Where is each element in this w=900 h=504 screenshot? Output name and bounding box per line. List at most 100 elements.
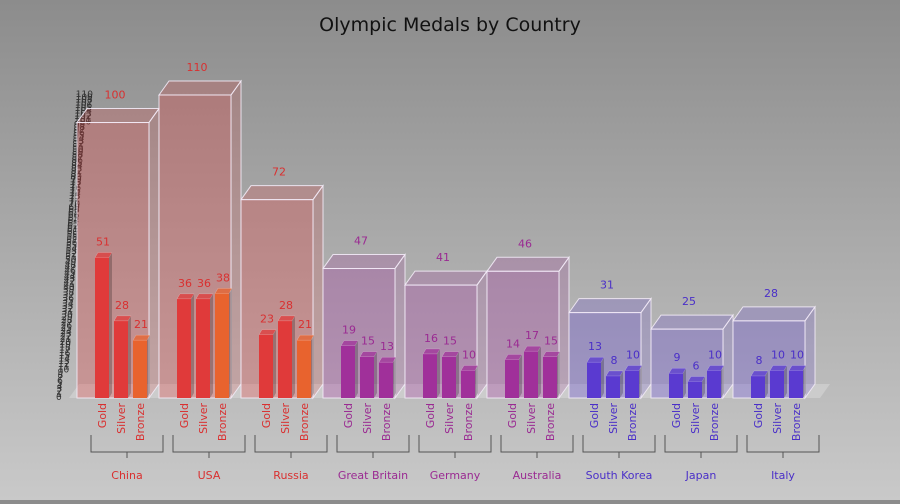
medal-bar [668,367,687,398]
medal-value-label: 23 [260,313,274,326]
total-label: 25 [682,295,696,308]
medal-category-label: Bronze [134,403,147,441]
y-tick-label: 28 [61,316,73,326]
medal-category-label: Bronze [298,403,311,441]
medal-category-label: Gold [506,403,519,428]
total-box-side [230,79,242,400]
medal-bar [706,365,725,398]
total-box-side [148,106,160,400]
group-bracket [172,435,246,458]
y-tick-label: 53 [66,247,77,257]
medal-value-label: 9 [674,351,681,364]
medal-bar-front [751,375,765,398]
medal-category-label: Silver [689,403,702,434]
medal-bar [422,348,441,398]
medal-bar-front [505,359,519,398]
group-bracket [500,435,574,458]
medal-bar [504,354,523,398]
y-tick-label: 55 [66,242,77,252]
country-label: Germany [430,469,481,482]
medal-bar-front [133,340,147,398]
y-tick-label: 99 [74,120,86,130]
y-tick-label: 14 [59,354,71,364]
medal-value-label: 14 [506,337,520,350]
y-tick-label: 20 [60,338,72,348]
y-tick-label: 40 [63,283,75,293]
total-label: 110 [187,61,208,74]
medal-bar-top [441,351,460,357]
medal-bar-top [542,351,561,357]
medal-bar-side [557,351,560,398]
medal-bar-front [669,373,683,398]
y-tick-label: 47 [64,264,75,274]
total-label: 41 [436,251,450,264]
medal-bar [195,293,214,398]
y-tick-label: 65 [68,214,79,224]
medal-bar-front [114,320,128,398]
medal-bar-side [702,376,705,398]
y-tick-label: 56 [66,239,78,249]
y-tick-label: 32 [62,305,73,315]
medal-category-label: Silver [607,403,620,434]
y-tick-label: 51 [65,253,76,263]
medal-bar [441,351,460,398]
total-box-side [476,269,488,400]
y-tick-label: 33 [62,302,73,312]
total-box-top [404,270,488,286]
y-tick-label: 93 [73,137,84,147]
y-tick-label: 17 [59,346,70,356]
medal-bar [542,351,561,398]
medal-bar-side [784,365,787,398]
y-tick-label: 76 [70,184,82,194]
y-tick-label: 81 [71,170,82,180]
medal-bar-front [278,320,292,398]
medal-category-label: Gold [96,403,109,428]
medal-bar-top [378,356,397,363]
y-tick-label: 104 [75,107,92,117]
medal-bar-top [132,334,151,341]
medal-value-label: 28 [115,299,129,312]
medal-bar-side [475,365,478,398]
medal-category-label: Bronze [790,403,803,441]
y-tick-label: 26 [61,321,73,331]
total-box-top [240,185,324,201]
medal-bar-side [683,368,686,398]
medal-bar-top [258,329,277,335]
total-box-top [158,80,242,96]
medal-bar [378,356,397,398]
y-tick-label: 110 [76,90,93,100]
y-tick-label: 35 [62,297,73,307]
medal-value-label: 36 [197,277,211,290]
y-tick-label: 68 [68,206,80,216]
country-label: Australia [513,469,562,482]
medal-bar-side [311,335,314,398]
medal-bar [277,315,296,398]
y-tick-label: 60 [67,228,79,238]
medal-category-label: Silver [771,403,784,434]
y-tick-label: 109 [76,93,93,103]
total-label: 47 [354,235,368,248]
medal-bar-top [94,252,113,258]
y-tick-label: 45 [64,269,75,279]
medal-bar-side [765,370,768,398]
medal-bar-side [803,365,806,398]
medal-category-label: Silver [525,403,538,434]
medal-category-label: Bronze [544,403,557,441]
group-bracket [582,435,656,458]
country-label: China [111,469,142,482]
medal-bar-top [214,288,233,294]
y-tick-label: 38 [63,288,75,298]
group-bracket [254,435,328,458]
medal-bar-side [456,351,459,398]
y-tick-label: 108 [75,96,92,106]
medal-category-label: Gold [752,403,765,428]
medal-bar-top [586,356,605,363]
medal-bar-side [393,357,396,398]
y-tick-label: 72 [69,195,80,205]
medal-bar-side [147,335,150,398]
medal-bar-top [195,293,214,300]
medal-bar-front [770,370,784,398]
y-tick-label: 97 [73,126,84,136]
y-tick-label: 42 [64,277,75,287]
